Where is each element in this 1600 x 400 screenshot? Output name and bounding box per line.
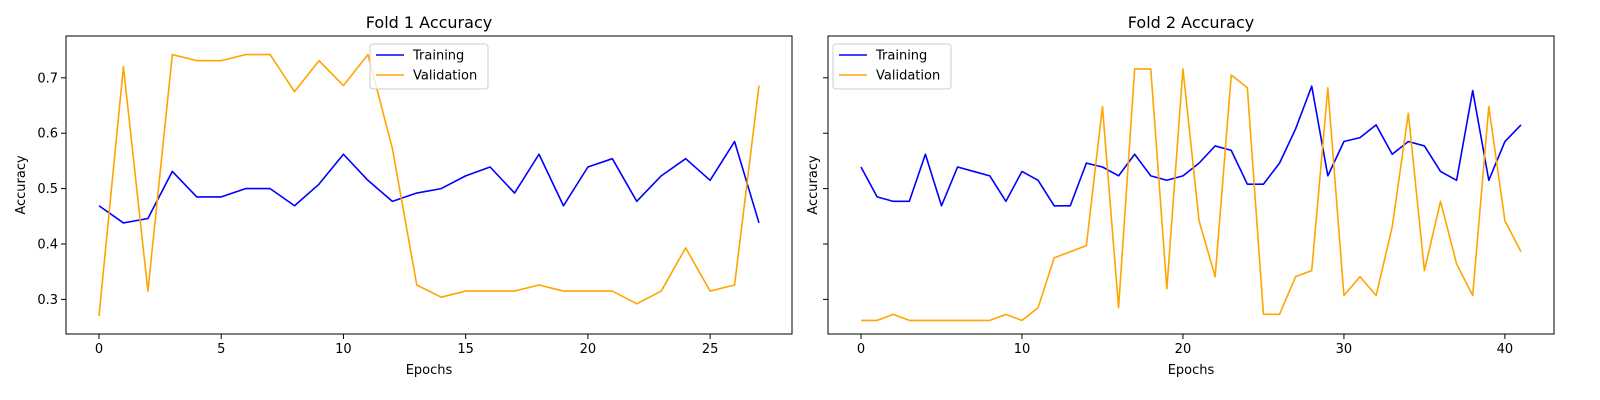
chart-title: Fold 1 Accuracy bbox=[366, 13, 492, 32]
y-tick-label: 0.3 bbox=[37, 293, 58, 308]
x-tick-label: 10 bbox=[335, 342, 352, 357]
x-tick-label: 0 bbox=[857, 342, 865, 357]
x-tick-label: 20 bbox=[580, 342, 597, 357]
axes-frame bbox=[827, 35, 1555, 335]
legend-label-validation: Validation bbox=[413, 69, 477, 84]
x-tick-label: 25 bbox=[702, 342, 719, 357]
x-axis-label: Epochs bbox=[1168, 363, 1215, 378]
legend-label-validation: Validation bbox=[876, 69, 940, 84]
legend-label-training: Training bbox=[875, 49, 927, 64]
chart-panel-1: 0 5 10 15 20 25 0.3 0.4 0.5 0.6 0.7 Fold 1 Accuracy… bbox=[14, 13, 793, 378]
x-tick-label: 0 bbox=[95, 342, 103, 357]
x-axis-label: Epochs bbox=[406, 363, 453, 378]
x-tick-label: 30 bbox=[1336, 342, 1353, 357]
y-tick-label: 0.4 bbox=[37, 237, 58, 252]
y-axis-label: Accuracy bbox=[806, 155, 821, 215]
y-tick-label: 0.7 bbox=[37, 71, 58, 86]
chart-title: Fold 2 Accuracy bbox=[1128, 13, 1254, 32]
series-line-training bbox=[98, 140, 760, 224]
series-line-validation bbox=[98, 53, 760, 317]
x-tick-label: 5 bbox=[217, 342, 225, 357]
series-line-validation bbox=[861, 68, 1522, 322]
legend-label-training: Training bbox=[412, 49, 464, 64]
legend: Training Validation bbox=[832, 43, 952, 90]
legend: Training Validation bbox=[369, 43, 489, 90]
axes-frame bbox=[65, 35, 793, 335]
chart-panel-2: 0 10 20 30 40 Fold 2 Accuracy Epochs Accuracy Tr… bbox=[806, 13, 1555, 378]
x-tick-label: 10 bbox=[1014, 342, 1031, 357]
y-tick-label: 0.6 bbox=[37, 127, 58, 142]
x-tick-label: 15 bbox=[457, 342, 474, 357]
y-tick-label: 0.5 bbox=[37, 182, 58, 197]
y-axis-label: Accuracy bbox=[14, 155, 29, 215]
x-tick-label: 20 bbox=[1175, 342, 1192, 357]
x-tick-label: 40 bbox=[1497, 342, 1514, 357]
